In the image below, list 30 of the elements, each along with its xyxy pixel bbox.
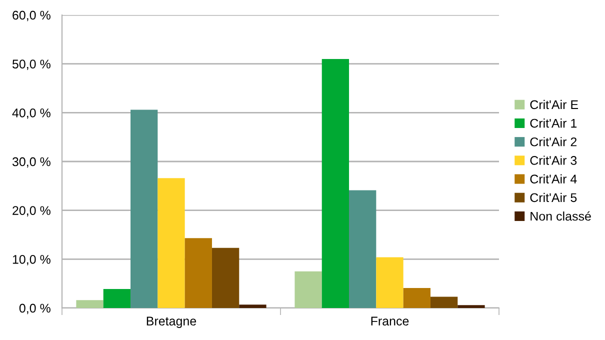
bar — [130, 110, 158, 308]
bar — [158, 178, 185, 308]
y-tick-label: 60,0 % — [12, 10, 50, 22]
bar — [349, 190, 376, 308]
bar — [212, 248, 240, 308]
legend-label: Crit'Air 5 — [530, 192, 577, 202]
bar — [430, 296, 458, 308]
y-tick-label: 10,0 % — [12, 254, 50, 266]
legend-label: Crit'Air 4 — [530, 174, 577, 184]
bar — [103, 288, 131, 308]
y-tick-label: 40,0 % — [12, 108, 50, 119]
y-tick-label: 50,0 % — [12, 60, 50, 70]
y-tick-label: 20,0 % — [12, 206, 50, 216]
bar — [322, 58, 350, 308]
y-tick-label: 30,0 % — [12, 157, 50, 168]
x-tick-label: France — [371, 316, 409, 326]
bar — [239, 304, 266, 308]
bar — [376, 257, 404, 308]
bar — [458, 305, 485, 308]
legend-label: Crit'Air 3 — [530, 156, 577, 165]
legend-label: Crit'Air 2 — [530, 137, 577, 146]
y-tick-label: 0,0 % — [19, 304, 50, 314]
legend-label: Non classé — [530, 211, 591, 221]
bar — [294, 271, 322, 308]
legend-label: Crit'Air E — [530, 100, 578, 110]
bar — [403, 288, 430, 308]
legend-label: Crit'Air 1 — [530, 118, 577, 128]
bar — [184, 238, 212, 308]
x-tick-label: Bretagne — [146, 316, 196, 328]
bar — [76, 300, 104, 308]
